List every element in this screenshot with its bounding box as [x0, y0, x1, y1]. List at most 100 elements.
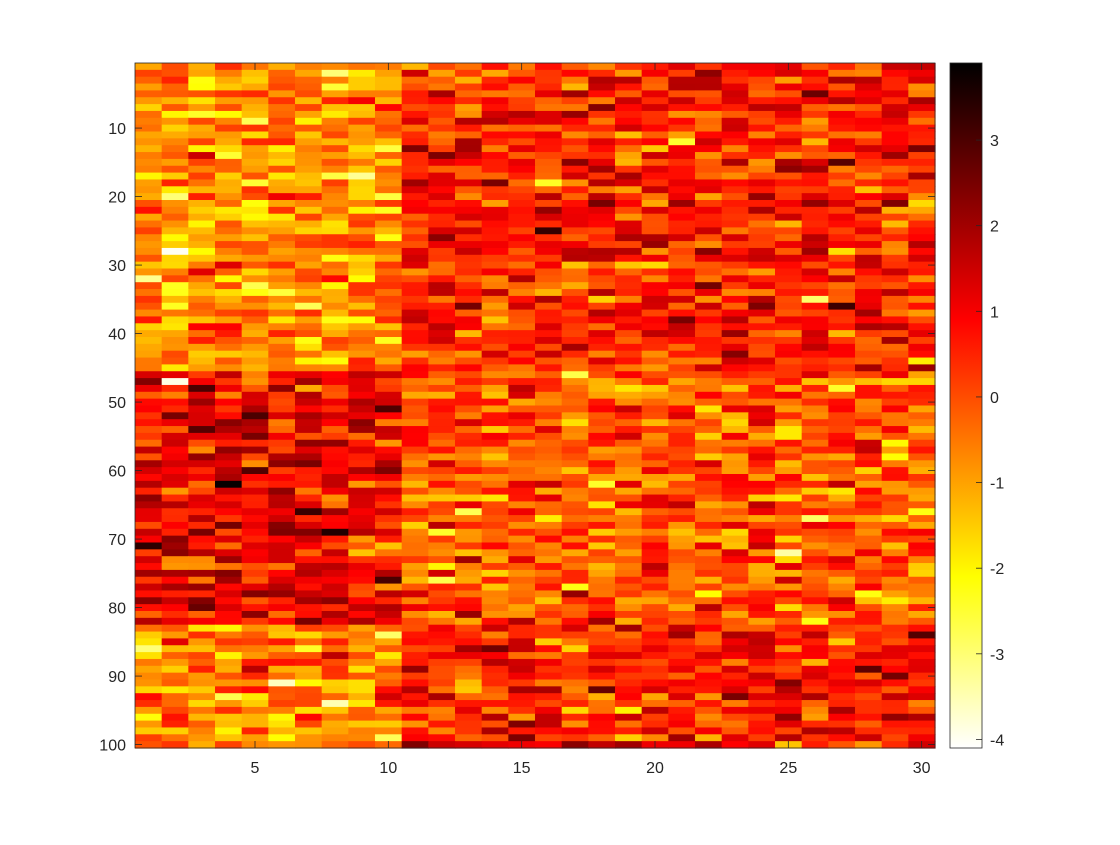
heatmap-cell — [455, 145, 483, 153]
heatmap-cell — [321, 693, 349, 701]
heatmap-cell — [588, 474, 616, 482]
heatmap-cell — [508, 76, 536, 85]
heatmap-cell — [508, 234, 536, 242]
heatmap-cell — [135, 460, 163, 468]
heatmap-cell — [828, 542, 856, 550]
heatmap-cell — [721, 508, 749, 516]
heatmap-cell — [588, 556, 616, 564]
heatmap-cell — [908, 152, 936, 160]
heatmap-cell — [615, 686, 643, 694]
heatmap-cell — [881, 679, 909, 687]
heatmap-cell — [668, 727, 696, 735]
heatmap-cell — [241, 69, 269, 78]
heatmap-cell — [401, 686, 429, 694]
heatmap-cell — [855, 378, 883, 386]
heatmap-cell — [668, 227, 696, 235]
heatmap-cell — [135, 241, 163, 249]
heatmap-cell — [615, 172, 643, 181]
heatmap-cell — [375, 611, 403, 619]
heatmap-cell — [588, 76, 616, 85]
heatmap-cell — [695, 289, 723, 297]
heatmap-cell — [348, 412, 376, 420]
heatmap-cell — [481, 638, 509, 646]
heatmap-cell — [561, 474, 589, 482]
heatmap-cell — [535, 474, 563, 482]
heatmap-cell — [401, 460, 429, 468]
heatmap-cell — [801, 261, 829, 270]
heatmap-cell — [561, 63, 589, 71]
heatmap-cell — [295, 172, 323, 181]
heatmap-cell — [481, 665, 509, 674]
heatmap-cell — [748, 439, 776, 448]
heatmap-cell — [801, 206, 829, 215]
heatmap-cell — [188, 432, 216, 441]
heatmap-cell — [241, 90, 269, 98]
heatmap-cell — [535, 734, 563, 742]
heatmap-cell — [241, 480, 269, 489]
heatmap-cell — [161, 521, 189, 530]
heatmap-cell — [881, 206, 909, 215]
heatmap-cell — [855, 426, 883, 434]
heatmap-cell — [668, 542, 696, 550]
heatmap-cell — [801, 604, 829, 612]
heatmap-cell — [348, 282, 376, 290]
heatmap-cell — [535, 624, 563, 633]
heatmap-cell — [321, 234, 349, 242]
heatmap-cell — [135, 480, 163, 489]
heatmap-cell — [188, 398, 216, 407]
heatmap-cell — [481, 63, 509, 71]
heatmap-cell — [508, 343, 536, 352]
heatmap-cell — [695, 384, 723, 393]
heatmap-cell — [641, 528, 669, 537]
heatmap-cell — [321, 145, 349, 153]
heatmap-cell — [455, 165, 483, 174]
heatmap-cell — [268, 316, 296, 324]
heatmap-cell — [561, 398, 589, 407]
heatmap-cell — [828, 439, 856, 448]
heatmap-cell — [561, 104, 589, 112]
heatmap-cell — [401, 83, 429, 91]
heatmap-cell — [535, 138, 563, 146]
heatmap-cell — [401, 549, 429, 557]
heatmap-cell — [641, 645, 669, 653]
heatmap-cell — [481, 467, 509, 475]
heatmap-cell — [428, 158, 456, 167]
heatmap-cell — [321, 213, 349, 222]
heatmap-cell — [748, 569, 776, 578]
heatmap-cell — [588, 138, 616, 146]
heatmap-cell — [161, 706, 189, 715]
heatmap-cell — [481, 104, 509, 112]
heatmap-cell — [588, 597, 616, 605]
heatmap-cell — [775, 275, 803, 283]
heatmap-cell — [375, 597, 403, 605]
heatmap-cell — [321, 337, 349, 345]
heatmap-cell — [801, 391, 829, 400]
heatmap-cell — [615, 378, 643, 386]
heatmap-cell — [215, 152, 243, 160]
heatmap-cell — [721, 76, 749, 85]
heatmap-cell — [375, 323, 403, 331]
heatmap-cell — [881, 254, 909, 263]
heatmap-cell — [321, 76, 349, 85]
heatmap-cell — [215, 357, 243, 365]
heatmap-cell — [855, 713, 883, 722]
heatmap-cell — [775, 234, 803, 242]
heatmap-cell — [561, 378, 589, 386]
heatmap-cell — [828, 515, 856, 523]
heatmap-cell — [188, 323, 216, 331]
heatmap-cell — [268, 309, 296, 318]
heatmap-cell — [908, 145, 936, 153]
heatmap-cell — [828, 727, 856, 735]
heatmap-cell — [775, 501, 803, 509]
heatmap-cell — [695, 700, 723, 708]
heatmap-cell — [641, 124, 669, 133]
heatmap-cell — [295, 658, 323, 667]
heatmap-cell — [721, 501, 749, 509]
heatmap-cell — [855, 234, 883, 242]
heatmap-cell — [855, 658, 883, 667]
heatmap-cell — [828, 186, 856, 194]
heatmap-cell — [241, 528, 269, 537]
heatmap-cell — [641, 549, 669, 557]
heatmap-cell — [241, 494, 269, 502]
heatmap-cell — [375, 515, 403, 523]
